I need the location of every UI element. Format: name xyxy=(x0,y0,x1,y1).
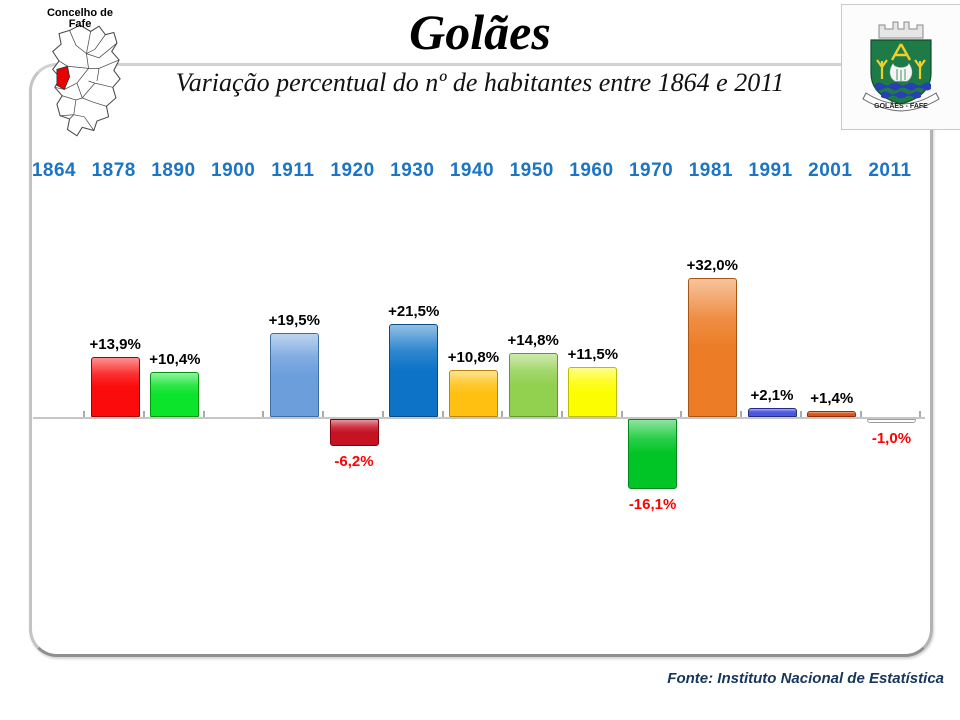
year-label-2001: 2001 xyxy=(808,160,853,181)
axis-tick xyxy=(202,411,205,418)
axis-tick xyxy=(262,411,265,418)
bar-value-label-1890: +10,4% xyxy=(149,350,201,368)
bar-1970 xyxy=(628,419,678,489)
axis-tick xyxy=(680,411,683,418)
year-label-2011: 2011 xyxy=(868,160,912,181)
bar-1950 xyxy=(508,352,558,417)
year-label-1950: 1950 xyxy=(509,160,554,181)
waves-icon xyxy=(875,82,931,91)
year-label-1930: 1930 xyxy=(390,160,435,181)
left-plant-icon xyxy=(876,59,888,79)
map-caption: Concelho de Fafe xyxy=(24,8,136,30)
bar-value-label-1911: +19,5% xyxy=(268,311,320,329)
year-label-1991: 1991 xyxy=(748,160,793,181)
scroll-ribbon xyxy=(862,92,940,112)
bar-value-label-1940: +10,8% xyxy=(447,349,500,367)
bar-value-label-2011: -1,0% xyxy=(871,430,912,448)
axis-tick xyxy=(143,411,145,418)
slide-title: Golães xyxy=(409,4,551,60)
bar-1878 xyxy=(90,356,140,417)
bar-1890 xyxy=(150,371,200,417)
bar-value-label-1920: -6,2% xyxy=(334,452,374,470)
bar-1920 xyxy=(329,419,379,446)
year-label-1878: 1878 xyxy=(91,160,136,181)
crest-caption: GOLÃES - FAFE xyxy=(874,101,928,110)
right-plant-icon xyxy=(914,59,926,79)
year-label-1890: 1890 xyxy=(151,160,196,181)
mural-crown-icon xyxy=(878,21,924,39)
axis-tick xyxy=(919,411,922,418)
slide-subtitle: Variação percentual do nº de habitantes … xyxy=(175,68,785,97)
year-label-1920: 1920 xyxy=(330,160,375,181)
axis-tick xyxy=(381,411,384,418)
bar-1940 xyxy=(448,370,498,417)
year-label-1940: 1940 xyxy=(449,160,495,181)
bar-value-label-1970: -16,1% xyxy=(628,495,677,513)
axis-tick xyxy=(441,411,444,418)
axis-tick xyxy=(740,411,743,418)
year-label-1960: 1960 xyxy=(569,160,614,181)
year-label-1864: 1864 xyxy=(31,160,77,181)
bar-value-label-1991: +2,1% xyxy=(750,386,794,404)
bar-1991 xyxy=(747,407,797,417)
year-label-1970: 1970 xyxy=(628,160,674,181)
map-outline xyxy=(52,24,121,137)
bar-value-label-2001: +1,4% xyxy=(810,389,854,407)
bar-2001 xyxy=(807,410,857,417)
axis-tick xyxy=(322,411,325,418)
bar-value-label-1950: +14,8% xyxy=(507,331,559,349)
bar-value-label-1981: +32,0% xyxy=(686,257,738,275)
waves-icon-2 xyxy=(881,91,921,99)
bar-value-label-1878: +13,9% xyxy=(89,335,141,353)
fafe-map: Concelho de Fafe xyxy=(24,8,136,140)
fafe-map-graphic xyxy=(52,24,121,137)
axis-tick xyxy=(620,411,623,418)
bar-2011 xyxy=(866,419,916,424)
chart-panel xyxy=(29,63,933,657)
axis-tick xyxy=(799,411,802,418)
highlighted-parish xyxy=(56,65,71,91)
bar-1981 xyxy=(687,278,737,417)
map-caption-line1: Concelho de xyxy=(46,7,113,19)
lyre-strings xyxy=(896,69,906,81)
year-label-1911: 1911 xyxy=(271,160,315,181)
axis-tick xyxy=(859,411,862,418)
bar-value-label-1960: +11,5% xyxy=(567,346,619,364)
axis-tick xyxy=(501,411,504,418)
bar-value-label-1930: +21,5% xyxy=(388,302,440,320)
parish-crest-graphic: GOLÃES - FAFE xyxy=(862,21,940,112)
gold-square-icon xyxy=(890,43,912,61)
year-label-1900: 1900 xyxy=(211,160,256,181)
bar-1911 xyxy=(269,332,319,417)
axis-tick xyxy=(561,411,563,418)
axis-line xyxy=(33,417,925,419)
year-label-1981: 1981 xyxy=(688,160,733,181)
bar-1960 xyxy=(568,367,618,417)
map-caption-line2: Fafe xyxy=(68,18,92,30)
parish-crest: GOLÃES - FAFE xyxy=(841,4,960,130)
bar-1930 xyxy=(389,323,439,417)
source-credit: Fonte: Instituto Nacional de Estatística xyxy=(667,670,944,687)
axis-tick xyxy=(83,411,86,418)
